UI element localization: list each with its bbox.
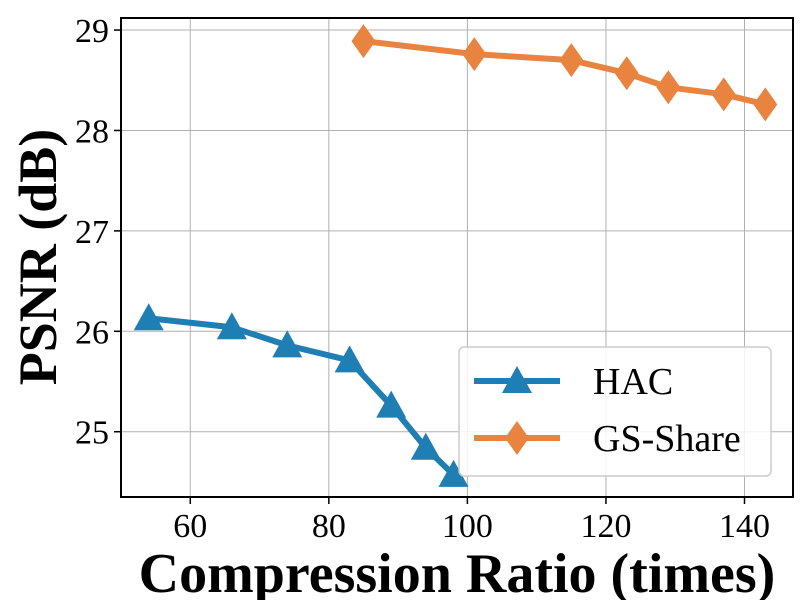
legend: HAC GS-Share <box>458 346 772 477</box>
data-series <box>133 24 778 487</box>
legend-label: GS-Share <box>593 418 741 460</box>
x-tick-label: 60 <box>173 508 207 545</box>
data-point-marker <box>753 87 778 122</box>
data-point-marker <box>334 345 365 373</box>
y-tick-label: 25 <box>75 415 109 452</box>
y-tick-label: 29 <box>75 13 109 50</box>
legend-entry: HAC <box>474 361 673 403</box>
y-axis-title: PSNR (dB) <box>8 129 68 386</box>
x-axis-title: Compression Ratio (times) <box>139 543 776 600</box>
axis-ticks: 60 80 100 120 140 25 26 27 28 29 <box>75 13 770 545</box>
data-point-marker <box>559 43 584 78</box>
legend-label: HAC <box>593 361 673 403</box>
series-hac <box>133 303 469 487</box>
data-point-marker <box>656 70 681 105</box>
x-tick-label: 80 <box>312 508 346 545</box>
series-line <box>360 38 769 108</box>
data-point-marker <box>272 330 303 358</box>
data-point-marker <box>410 432 441 460</box>
legend-entry: GS-Share <box>474 418 741 460</box>
y-tick-label: 26 <box>75 314 109 351</box>
y-tick-label: 27 <box>75 214 109 251</box>
x-tick-label: 120 <box>580 508 631 545</box>
data-point-marker <box>216 312 247 340</box>
series-line <box>145 315 457 478</box>
data-point-marker <box>376 390 407 418</box>
series-gs-share <box>351 24 778 122</box>
legend-entries: HAC GS-Share <box>474 361 741 460</box>
data-point-marker <box>462 37 487 72</box>
y-tick-label: 28 <box>75 113 109 150</box>
x-tick-label: 140 <box>719 508 770 545</box>
x-tick-label: 100 <box>442 508 493 545</box>
data-point-marker <box>438 459 469 487</box>
plot-frame <box>120 17 794 498</box>
data-point-marker <box>133 303 164 331</box>
legend-marker <box>505 421 529 455</box>
data-point-marker <box>614 56 639 91</box>
data-point-marker <box>711 77 736 112</box>
data-point-marker <box>351 24 376 59</box>
legend-marker <box>502 366 532 393</box>
